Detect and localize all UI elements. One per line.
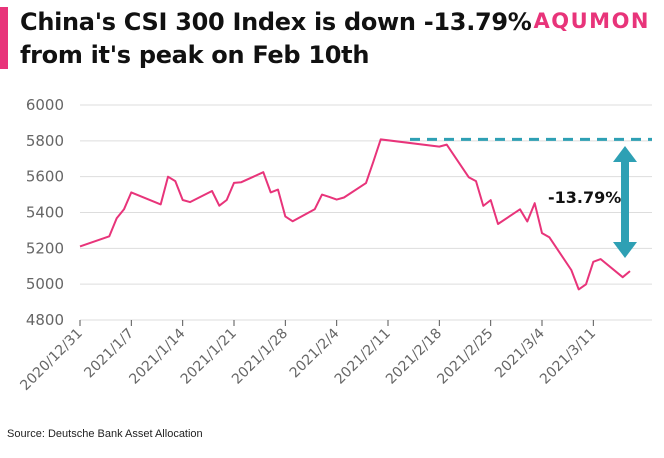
y-tick-label: 4800 bbox=[26, 311, 64, 329]
drawdown-label: -13.79% bbox=[548, 188, 621, 207]
title-line-2: from it's peak on Feb 10th bbox=[20, 41, 370, 69]
y-tick-label: 5600 bbox=[26, 168, 64, 186]
csi300-series-line bbox=[79, 138, 631, 291]
aqumon-logo: AQUMON bbox=[533, 9, 650, 33]
chart-title: China's CSI 300 Index is down -13.79% fr… bbox=[20, 6, 540, 72]
y-tick-label: 5000 bbox=[26, 275, 64, 293]
x-tick-label: 2021/2/25 bbox=[434, 326, 496, 388]
y-axis-ticks: 4800 5000 5200 5400 5600 5800 6000 bbox=[26, 96, 64, 329]
grid-lines bbox=[80, 104, 652, 321]
x-tick-label: 2021/1/28 bbox=[229, 326, 291, 388]
drawdown-arrow-head-up bbox=[613, 146, 637, 162]
y-tick-label: 5400 bbox=[26, 204, 64, 222]
x-axis-ticks: 2020/12/312021/1/72021/1/142021/1/212021… bbox=[17, 320, 599, 394]
series-group bbox=[79, 138, 631, 291]
title-accent-bar bbox=[0, 7, 8, 69]
x-tick-label: 2021/3/11 bbox=[537, 326, 599, 388]
x-tick-label: 2020/12/31 bbox=[17, 326, 85, 394]
y-tick-label: 5200 bbox=[26, 239, 64, 257]
drawdown-arrow-head-down bbox=[613, 242, 637, 258]
y-tick-label: 6000 bbox=[26, 96, 64, 114]
title-line-1: China's CSI 300 Index is down -13.79% bbox=[20, 8, 532, 36]
y-tick-label: 5800 bbox=[26, 132, 64, 150]
source-note: Source: Deutsche Bank Asset Allocation bbox=[7, 428, 203, 440]
annotations: -13.79% bbox=[410, 137, 652, 258]
